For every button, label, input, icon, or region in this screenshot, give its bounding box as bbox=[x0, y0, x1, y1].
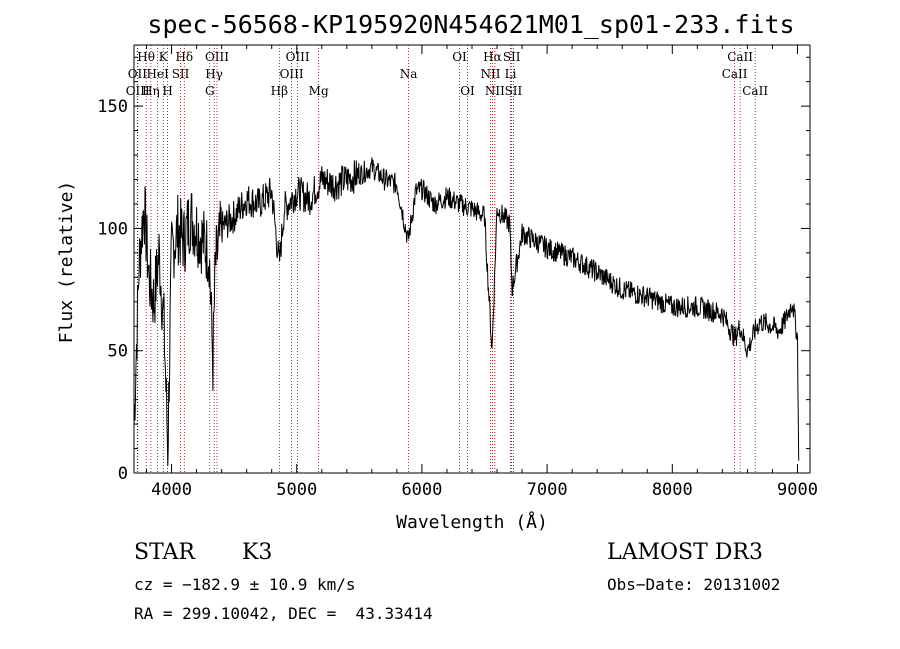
spectral-line-label: Hη bbox=[142, 84, 160, 98]
survey-name: LAMOST DR3 bbox=[607, 540, 763, 565]
spectral-line-label: CaII bbox=[742, 84, 768, 98]
spectral-line-label: G bbox=[205, 84, 215, 98]
spectral-line-label: SII bbox=[172, 67, 190, 81]
coordinates: RA = 299.10042, DEC = 43.33414 bbox=[134, 604, 433, 623]
spectral-line-label: OIII bbox=[126, 84, 150, 98]
spectral-line-label: OII bbox=[128, 67, 148, 81]
object-class: STAR bbox=[134, 540, 195, 565]
spectral-line-label: Li bbox=[505, 67, 517, 81]
spectral-line-label: OI bbox=[460, 84, 475, 98]
spectral-line-label: CaII bbox=[722, 67, 748, 81]
observation-date: Obs−Date: 20131002 bbox=[607, 575, 781, 594]
spectral-line-label: Hβ bbox=[271, 84, 288, 98]
spectral-line-label: HeI bbox=[147, 67, 170, 81]
spectral-line-label: NII bbox=[485, 84, 505, 98]
spectral-line-label: Hδ bbox=[175, 50, 193, 64]
spectral-line-label: Hγ bbox=[205, 67, 223, 81]
spectrum-series bbox=[133, 157, 800, 466]
spectral-line-label: OI bbox=[452, 50, 467, 64]
x-tick-label: 9000 bbox=[777, 480, 818, 500]
spectral-line-label: OIII bbox=[286, 50, 310, 64]
spectral-line-label: OIII bbox=[280, 67, 304, 81]
spectral-line-label: Mg bbox=[309, 84, 329, 98]
x-tick-label: 5000 bbox=[276, 480, 317, 500]
spectral-line-label: NII bbox=[481, 67, 501, 81]
x-tick-label: 8000 bbox=[652, 480, 693, 500]
y-tick-label: 150 bbox=[97, 97, 128, 117]
spectrum-line bbox=[133, 157, 800, 466]
plot-frame bbox=[133, 44, 811, 474]
spectral-line-label: K bbox=[159, 50, 169, 64]
x-axis-ticks: 4000 5000 6000 7000 8000 9000 bbox=[146, 45, 818, 500]
y-tick-label: 100 bbox=[97, 219, 128, 239]
chart-title: spec-56568-KP195920N454621M01_sp01-233.f… bbox=[147, 10, 794, 39]
y-axis-label: Flux (relative) bbox=[56, 181, 77, 344]
object-subclass: K3 bbox=[242, 540, 273, 565]
spectral-line-label: Na bbox=[400, 67, 418, 81]
redshift-velocity: cz = −182.9 ± 10.9 km/s bbox=[134, 575, 356, 594]
spectral-line-label: H bbox=[162, 84, 172, 98]
y-tick-label: 50 bbox=[108, 342, 128, 362]
y-tick-label: 0 bbox=[118, 464, 128, 484]
spectral-line-label: SII bbox=[505, 84, 523, 98]
x-axis-label: Wavelength (Å) bbox=[396, 511, 548, 533]
spectral-line-label: CaII bbox=[727, 50, 753, 64]
x-tick-label: 6000 bbox=[401, 480, 442, 500]
x-tick-label: 4000 bbox=[151, 480, 192, 500]
x-tick-label: 7000 bbox=[527, 480, 568, 500]
y-axis-ticks: 0 50 100 150 bbox=[97, 56, 810, 484]
spectral-line-label: Hθ bbox=[137, 50, 155, 64]
spectral-line-label: Hα bbox=[483, 50, 502, 64]
spectral-line-label: OIII bbox=[205, 50, 229, 64]
spectral-line-label: SII bbox=[503, 50, 521, 64]
